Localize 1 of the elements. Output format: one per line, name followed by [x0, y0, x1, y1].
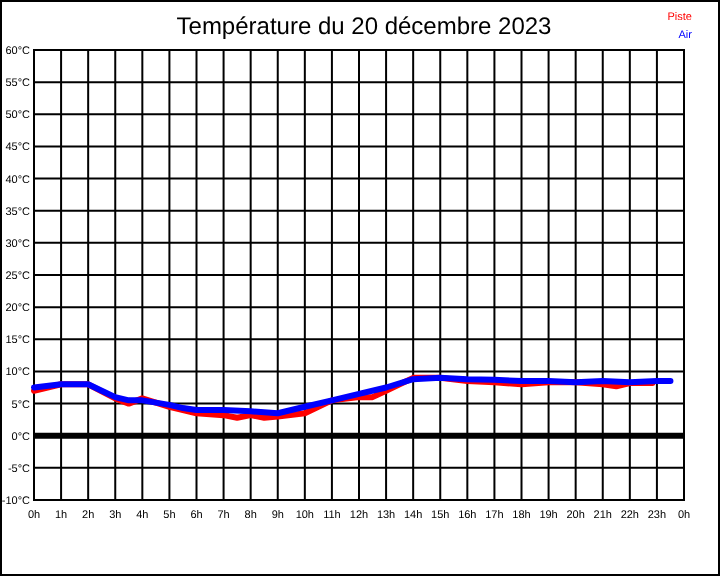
- chart-title: Température du 20 décembre 2023: [176, 12, 553, 40]
